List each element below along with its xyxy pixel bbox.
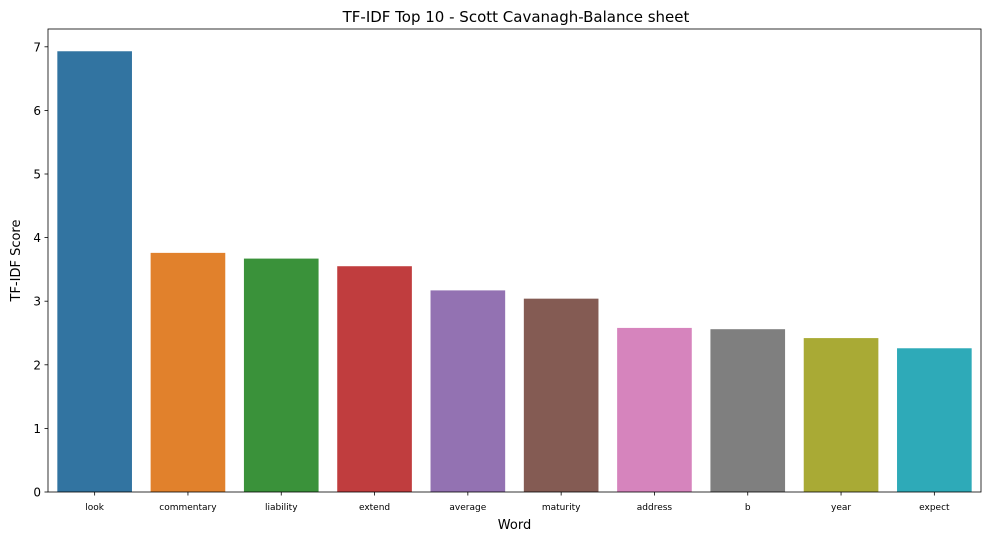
chart-title: TF-IDF Top 10 - Scott Cavanagh-Balance s… [342, 8, 690, 26]
y-axis-ticks: 0 1 2 3 4 5 6 7 [33, 40, 48, 500]
bar-b [710, 329, 786, 492]
bar-maturity [523, 298, 599, 492]
y-tick-label: 3 [33, 295, 41, 309]
x-axis-label: Word [498, 518, 531, 533]
x-tick-label: maturity [542, 503, 581, 513]
y-tick-label: 2 [33, 358, 41, 372]
y-tick-label: 6 [33, 104, 41, 118]
bar-look [57, 51, 132, 492]
x-tick-label: look [85, 503, 105, 513]
x-tick-label: expect [919, 503, 950, 513]
bar-year [803, 338, 879, 492]
bar-liability [243, 258, 319, 492]
plot-frame [47, 28, 982, 493]
x-tick-label: average [449, 503, 486, 513]
x-tick-label: commentary [159, 503, 217, 513]
bar-commentary [150, 252, 226, 492]
y-tick-label: 4 [33, 231, 41, 245]
y-tick-label: 5 [33, 168, 41, 182]
bar-address [617, 327, 692, 492]
bar-average [430, 290, 506, 492]
x-tick-label: liability [265, 503, 298, 513]
y-tick-label: 0 [33, 486, 41, 500]
bar-expect [897, 348, 972, 492]
x-tick-label: extend [359, 503, 390, 513]
x-tick-label: address [637, 503, 673, 513]
x-tick-label: b [745, 503, 751, 513]
y-tick-label: 7 [33, 40, 41, 54]
y-tick-label: 1 [33, 422, 41, 436]
bar-extend [337, 266, 412, 492]
x-axis-ticks: look commentary liability extend average matu… [85, 492, 950, 513]
y-axis-label: TF-IDF Score [9, 220, 24, 303]
x-tick-label: year [831, 503, 851, 513]
bars [57, 51, 972, 492]
